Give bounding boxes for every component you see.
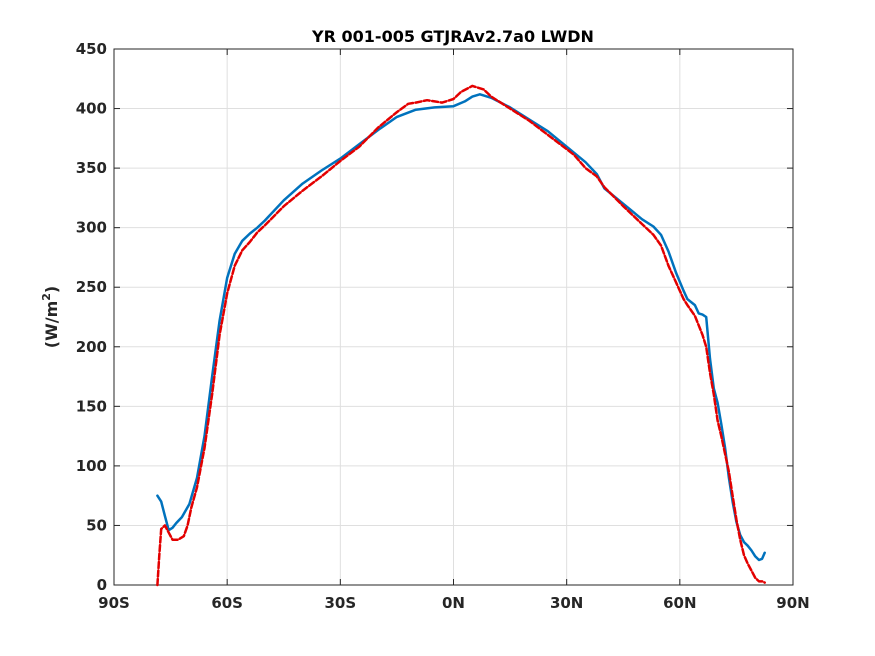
y-tick-label: 300 [76, 219, 107, 237]
x-tick-label: 30S [324, 594, 356, 612]
grid [113, 48, 794, 586]
series-line-2 [156, 84, 766, 587]
y-tick-label: 450 [76, 40, 107, 58]
series-line-1 [156, 93, 766, 562]
ticks: 90S 60S 30S 0N 30N 60N 90N 0 50 100 150 200 250 300 35… [76, 40, 810, 612]
y-tick-label: 350 [76, 159, 107, 177]
y-tick-label: 50 [86, 516, 107, 534]
y-axis-label-superscript: 2 [40, 293, 53, 301]
x-tick-label: 90S [98, 594, 130, 612]
y-tick-label: 150 [76, 397, 107, 415]
y-tick-label: 100 [76, 457, 107, 475]
x-tick-label: 60S [211, 594, 243, 612]
y-axis-label: (W/m2) [40, 286, 61, 348]
chart-title: YR 001-005 GTJRAv2.7a0 LWDN [311, 27, 594, 46]
y-tick-label: 250 [76, 278, 107, 296]
series-group [156, 84, 766, 587]
y-tick-label: 400 [76, 100, 107, 118]
y-tick-label: 200 [76, 338, 107, 356]
x-tick-label: 60N [663, 594, 696, 612]
y-axis-label-main: (W/m [42, 301, 61, 348]
y-axis-label-close: ) [42, 286, 61, 293]
x-tick-label: 0N [442, 594, 465, 612]
x-tick-label: 90N [776, 594, 809, 612]
x-tick-label: 30N [550, 594, 583, 612]
y-tick-label: 0 [97, 576, 107, 594]
